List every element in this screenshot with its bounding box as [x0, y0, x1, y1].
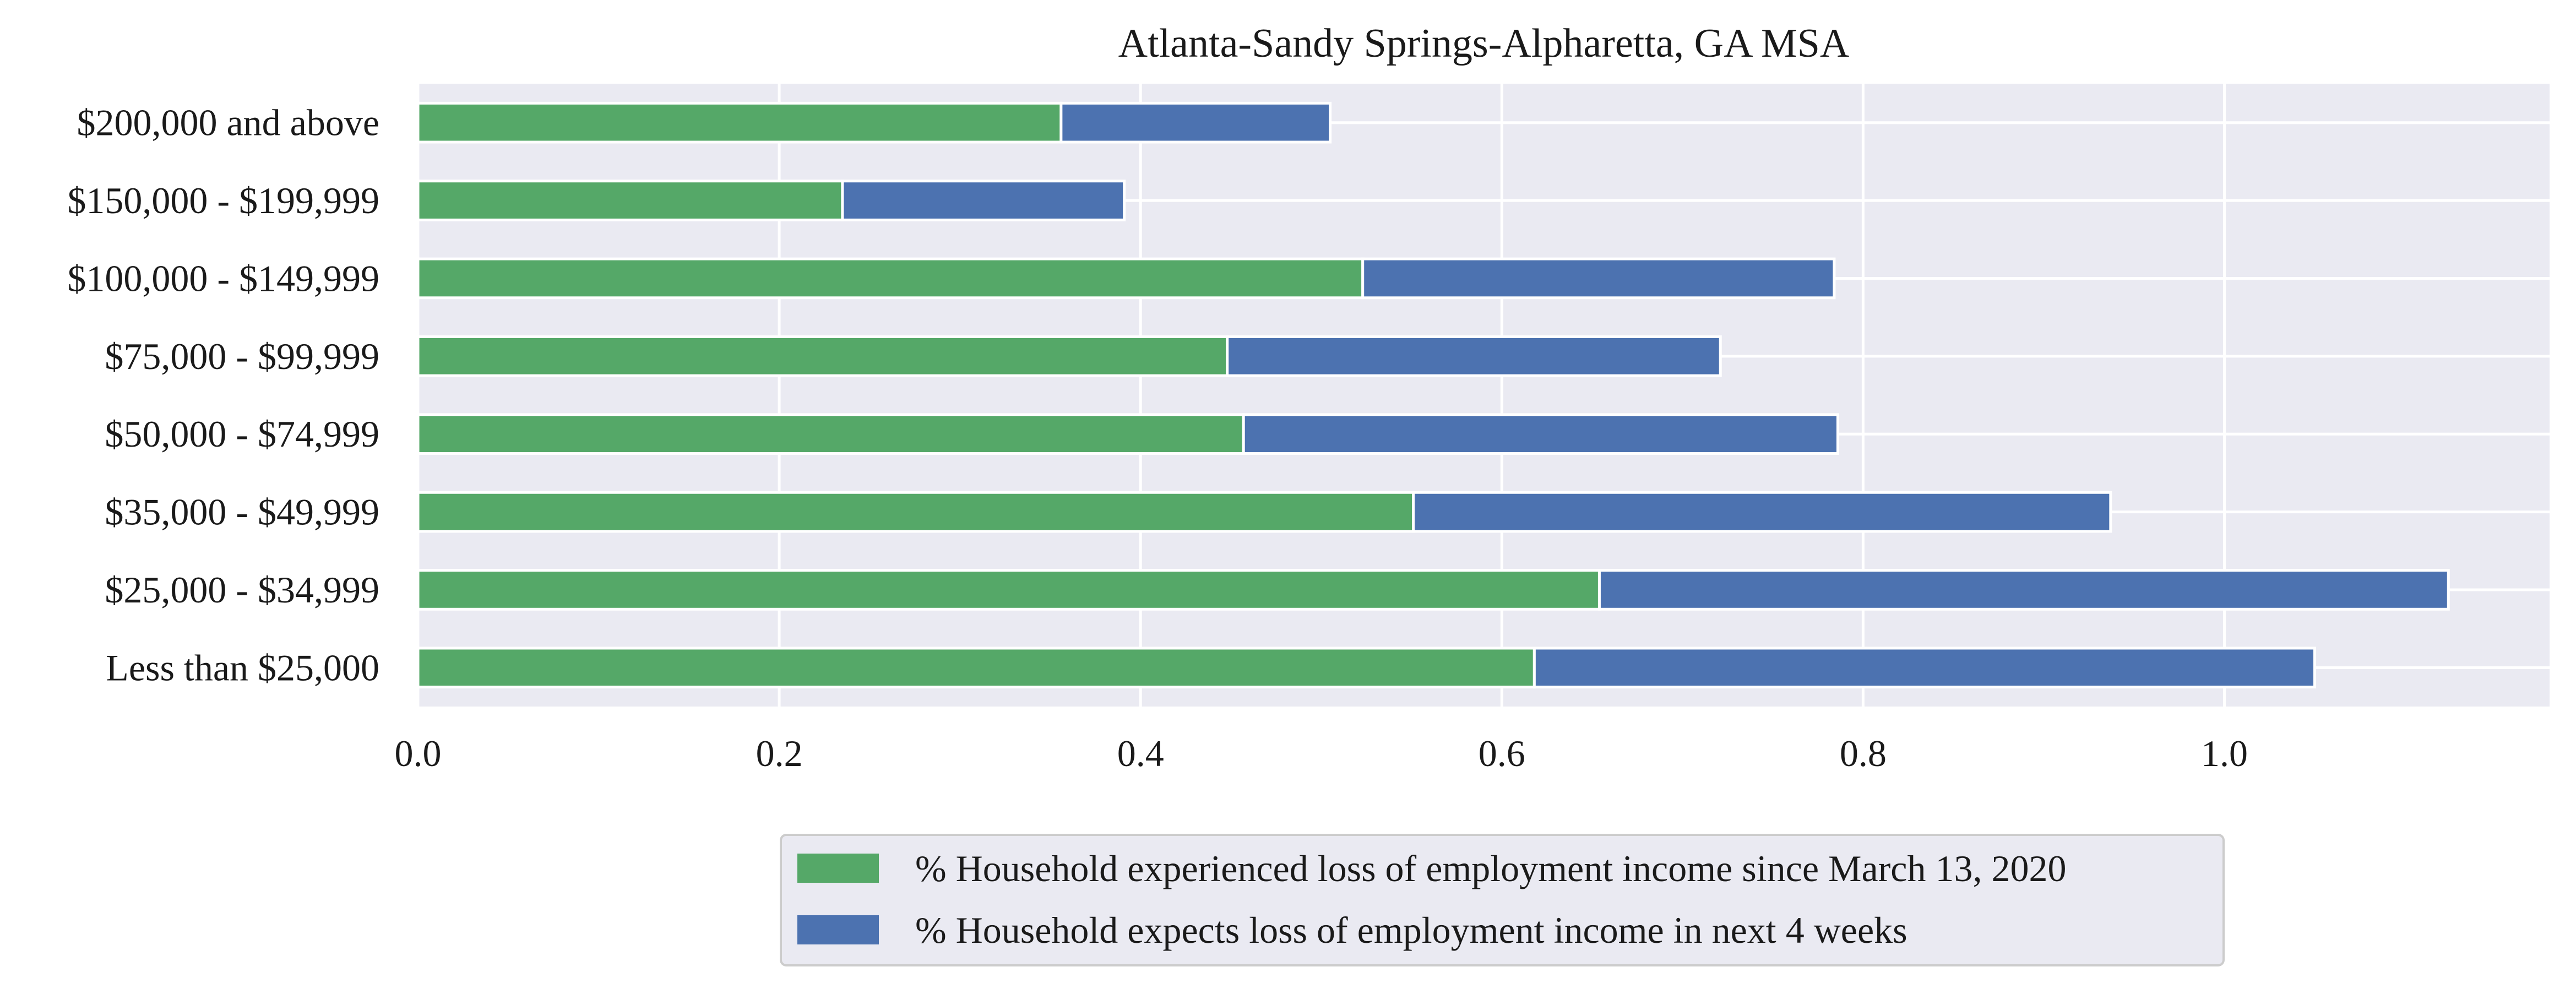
bar-experienced-loss	[416, 180, 844, 221]
bar-experienced-loss	[416, 491, 1415, 533]
legend-swatch-experienced	[797, 854, 879, 883]
x-tick-label: 0.8	[1840, 732, 1887, 774]
bar-experienced-loss	[416, 101, 1063, 144]
bar-expects-loss	[841, 180, 1126, 221]
y-tick-label: $50,000 - $74,999	[105, 413, 379, 455]
bar-experienced-loss	[416, 335, 1229, 377]
bar-expects-loss	[1226, 335, 1722, 377]
x-tick-label: 1.0	[2201, 732, 2248, 774]
bar-expects-loss	[1532, 647, 2317, 689]
y-tick-label: $150,000 - $199,999	[67, 180, 379, 221]
y-tick-label: $35,000 - $49,999	[105, 491, 379, 533]
legend-label-experienced: % Household experienced loss of employme…	[915, 848, 2066, 889]
bar-expects-loss	[1597, 569, 2450, 611]
plot-area	[418, 84, 2550, 707]
x-tick-labels: 0.0 0.2 0.4 0.6 0.8 1.0	[395, 732, 2248, 774]
x-tick-label: 0.0	[395, 732, 442, 774]
bar-experienced-loss	[416, 647, 1536, 689]
y-tick-label: $200,000 and above	[77, 102, 379, 144]
y-tick-label: $75,000 - $99,999	[105, 335, 379, 377]
bars	[416, 101, 2450, 689]
bar-expects-loss	[1361, 257, 1836, 300]
y-tick-label: $100,000 - $149,999	[67, 257, 379, 299]
y-tick-labels: Less than $25,000 $25,000 - $34,999 $35,00…	[67, 102, 379, 689]
x-tick-label: 0.2	[756, 732, 803, 774]
bar-expects-loss	[1059, 101, 1332, 144]
bar-experienced-loss	[416, 413, 1245, 455]
bar-expects-loss	[1242, 413, 1839, 455]
y-tick-label: $25,000 - $34,999	[105, 569, 379, 611]
bar-expects-loss	[1412, 491, 2112, 533]
legend: % Household experienced loss of employme…	[780, 834, 2225, 966]
x-tick-label: 0.4	[1117, 732, 1164, 774]
x-tick-label: 0.6	[1479, 732, 1525, 774]
y-tick-label: Less than $25,000	[106, 647, 379, 688]
bar-experienced-loss	[416, 569, 1601, 611]
legend-swatch-expects	[797, 915, 879, 944]
legend-label-expects: % Household expects loss of employment i…	[915, 909, 1907, 951]
legend-box	[780, 834, 2225, 966]
bar-experienced-loss	[416, 257, 1365, 300]
chart-title: Atlanta-Sandy Springs-Alpharetta, GA MSA	[1118, 21, 1850, 66]
